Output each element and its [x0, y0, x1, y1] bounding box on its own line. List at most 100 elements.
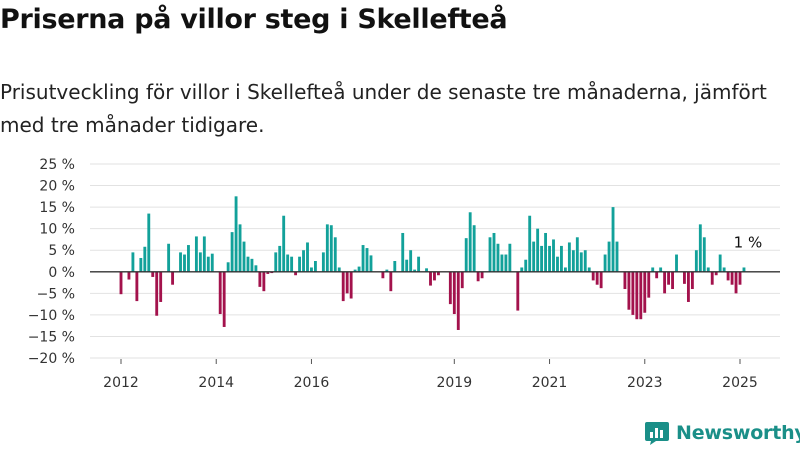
bar: [282, 215, 286, 272]
bar: [381, 271, 385, 279]
bar: [734, 271, 738, 294]
bar: [187, 245, 190, 272]
bar: [353, 269, 357, 272]
bar: [563, 267, 567, 272]
y-tick-label: 25 %: [39, 157, 75, 173]
bar: [206, 256, 210, 272]
bar: [405, 259, 409, 272]
x-tick-label: 2016: [294, 375, 330, 391]
bar: [655, 271, 659, 279]
bar: [683, 271, 686, 284]
bar: [528, 215, 532, 272]
bar: [714, 271, 718, 276]
bar: [202, 236, 206, 272]
y-tick-label: −20 %: [28, 351, 75, 367]
y-tick-label: −10 %: [28, 308, 75, 324]
y-tick-label: 0 %: [48, 265, 75, 281]
bar: [222, 271, 226, 327]
bar: [516, 271, 520, 311]
bars: [119, 196, 746, 330]
bar: [433, 271, 436, 281]
bar: [238, 224, 242, 272]
bar: [409, 250, 413, 272]
bar: [591, 271, 595, 281]
bar: [306, 242, 309, 272]
bar: [294, 271, 298, 276]
bar: [452, 271, 456, 315]
bar: [579, 252, 583, 272]
y-tick-label: 10 %: [39, 222, 75, 238]
bar: [345, 271, 349, 294]
bar: [567, 242, 571, 272]
bar: [694, 250, 698, 272]
bar: [464, 238, 468, 272]
x-tick-label: 2019: [436, 375, 472, 391]
bar: [738, 271, 742, 285]
bar: [651, 267, 655, 272]
bar: [504, 254, 508, 272]
bar: [540, 245, 544, 272]
newsworthy-brand: Newsworthy: [644, 420, 800, 446]
bar: [393, 261, 397, 272]
bar: [242, 241, 246, 272]
bar: [476, 271, 480, 282]
bar: [151, 271, 155, 277]
bar: [575, 237, 579, 272]
bar: [321, 252, 325, 272]
x-axis-tick-labels: 2012 2014 2016 2019 2021 2023 2025: [103, 359, 758, 391]
bar: [218, 271, 222, 315]
newsworthy-logo-icon: [645, 422, 669, 445]
bar: [290, 256, 294, 272]
bar: [556, 256, 559, 272]
bar: [532, 241, 536, 272]
bar: [310, 267, 313, 272]
bar: [583, 250, 587, 272]
bar: [254, 265, 258, 272]
bar: [234, 196, 238, 272]
bar: [167, 243, 171, 272]
bar: [258, 271, 262, 287]
y-tick-label: 5 %: [48, 243, 75, 259]
y-tick-label: −5 %: [37, 286, 75, 302]
bar: [480, 271, 484, 279]
bar: [341, 271, 345, 302]
x-tick-label: 2025: [722, 375, 758, 391]
page-title: Priserna på villor steg i Skellefteå: [0, 4, 508, 35]
x-tick-label: 2023: [627, 375, 663, 391]
bar: [143, 246, 147, 272]
bar: [698, 224, 702, 272]
bar: [159, 271, 163, 302]
x-tick-label: 2012: [103, 375, 139, 391]
bar: [599, 271, 603, 289]
bar: [524, 259, 528, 272]
bar: [595, 271, 599, 285]
bar: [147, 213, 151, 272]
bar: [448, 271, 452, 305]
bar: [325, 224, 329, 272]
bar: [127, 271, 131, 280]
bar: [437, 271, 440, 276]
bar: [623, 271, 627, 290]
bar: [659, 267, 663, 272]
bar: [488, 237, 492, 272]
bar: [615, 241, 619, 272]
bar: [183, 254, 186, 272]
y-axis-tick-labels: 25 % 20 % 15 % 10 % 5 % 0 % −5 % −10 % −15 % −20 …: [28, 157, 75, 367]
bar: [472, 225, 476, 272]
bar: [560, 245, 563, 272]
bar: [726, 271, 730, 281]
bar: [647, 271, 651, 298]
bar: [139, 257, 143, 272]
bar: [508, 243, 512, 272]
bar: [722, 267, 726, 272]
bar: [603, 254, 607, 272]
bar: [468, 212, 472, 272]
bar: [635, 271, 639, 320]
y-tick-label: 20 %: [39, 179, 75, 195]
bar: [742, 267, 746, 272]
y-tick-label: 15 %: [39, 200, 75, 216]
bar: [456, 271, 460, 330]
bar: [671, 271, 674, 290]
bar: [417, 256, 421, 272]
